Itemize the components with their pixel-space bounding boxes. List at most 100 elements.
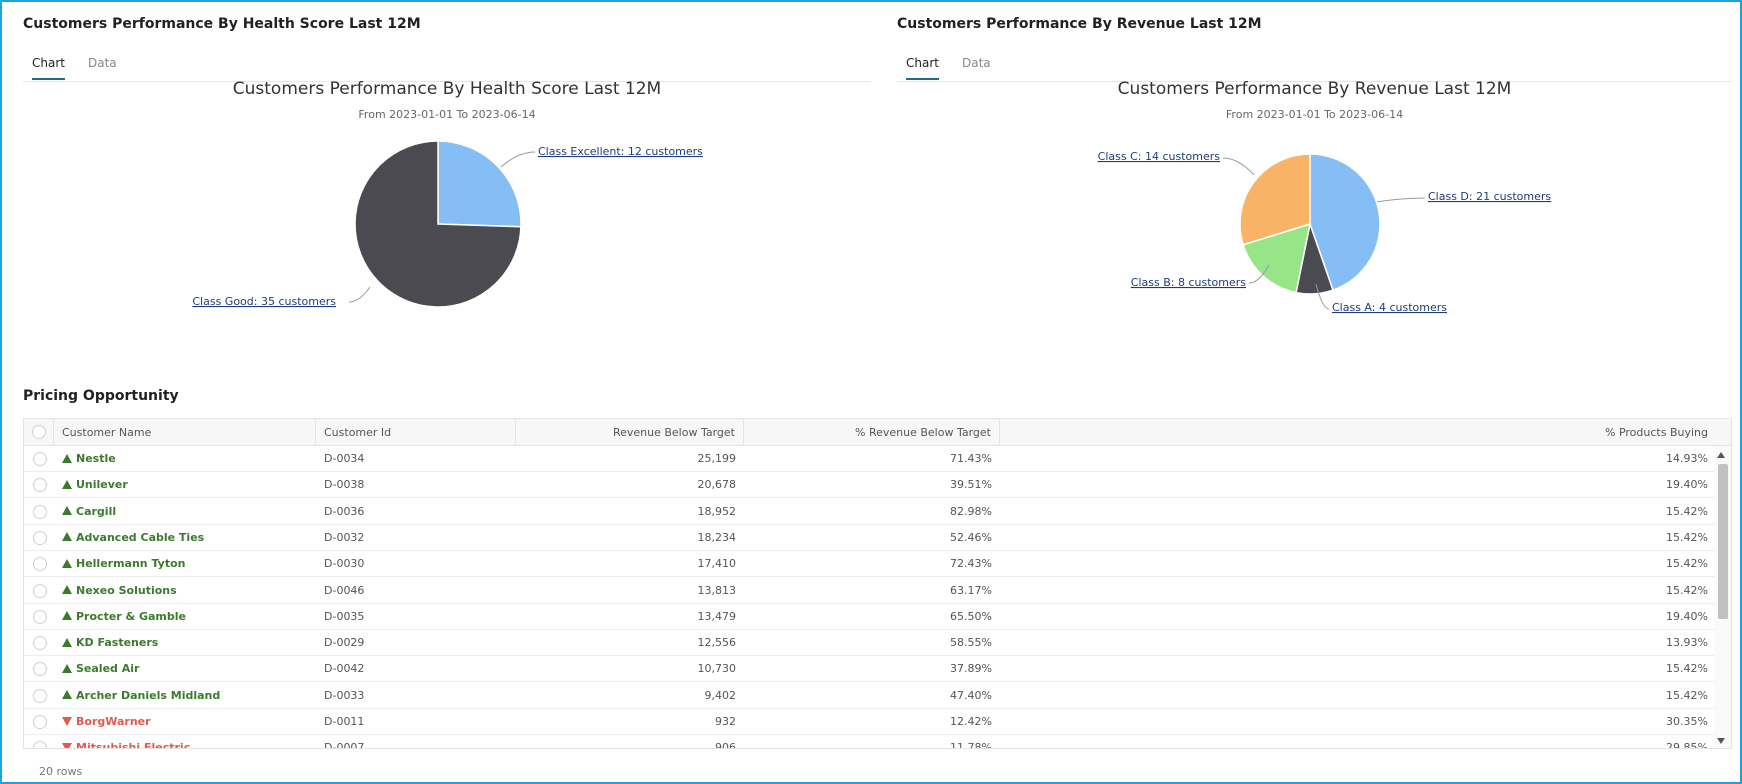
pct-products-buying-cell: 29.85% bbox=[1666, 741, 1708, 749]
pct-products-buying-cell: 15.42% bbox=[1666, 504, 1708, 518]
chart-subtitle: From 2023-01-01 To 2023-06-14 bbox=[358, 108, 535, 121]
table-row[interactable]: Hellermann Tyton D-0030 17,410 72.43% 15.42% bbox=[24, 551, 1716, 578]
pie-slice[interactable] bbox=[1242, 222, 1311, 294]
customer-name-cell[interactable]: KD Fasteners bbox=[54, 630, 316, 656]
customer-name: Mitsubishi Electric bbox=[76, 741, 191, 749]
pct-products-buying-cell: 15.42% bbox=[1666, 662, 1708, 676]
row-checkbox[interactable] bbox=[33, 636, 47, 651]
pct-revenue-below-target-cell: 72.43% bbox=[950, 557, 992, 571]
table-row[interactable]: Mitsubishi Electric D-0007 906 11.78% 29.85% bbox=[24, 735, 1716, 749]
slice-label[interactable]: Class D: 21 customers bbox=[1428, 190, 1551, 203]
row-checkbox[interactable] bbox=[33, 530, 47, 545]
customer-name-cell[interactable]: Nestle bbox=[54, 446, 316, 472]
slice-label[interactable]: Class A: 4 customers bbox=[1332, 301, 1447, 314]
row-checkbox[interactable] bbox=[33, 504, 47, 519]
pct-products-buying-cell: 15.42% bbox=[1666, 583, 1708, 597]
column-header-customer-name[interactable]: Customer Name bbox=[54, 419, 316, 446]
tab-chart[interactable]: Chart bbox=[32, 56, 65, 80]
pct-revenue-below-target-cell: 58.55% bbox=[950, 636, 992, 650]
pct-products-buying-cell: 30.35% bbox=[1666, 715, 1708, 728]
customer-name-cell[interactable]: Nexeo Solutions bbox=[54, 578, 316, 604]
pie-slice[interactable] bbox=[354, 140, 522, 308]
row-checkbox[interactable] bbox=[33, 741, 47, 748]
chart-subtitle: From 2023-01-01 To 2023-06-14 bbox=[1226, 108, 1403, 121]
table-row[interactable]: Cargill D-0036 18,952 82.98% 15.42% bbox=[24, 499, 1716, 525]
customer-name-cell[interactable]: Advanced Cable Ties bbox=[54, 525, 316, 551]
table-row[interactable]: Nexeo Solutions D-0046 13,813 63.17% 15.42% bbox=[24, 578, 1716, 604]
customer-name-cell[interactable]: Unilever bbox=[54, 472, 316, 498]
customer-name-cell[interactable]: Archer Daniels Midland bbox=[54, 683, 316, 709]
customer-name-cell[interactable]: Procter & Gamble bbox=[54, 604, 316, 630]
row-checkbox[interactable] bbox=[33, 609, 47, 624]
row-checkbox[interactable] bbox=[33, 688, 47, 703]
triangle-up-icon bbox=[62, 690, 72, 700]
pricing-opportunity-grid: Customer Name Customer Id Revenue Below … bbox=[23, 418, 1732, 749]
customer-name: Hellermann Tyton bbox=[76, 557, 186, 571]
tab-chart[interactable]: Chart bbox=[906, 56, 939, 80]
customer-id-cell: D-0033 bbox=[324, 688, 365, 702]
customer-name: Archer Daniels Midland bbox=[76, 688, 221, 702]
slice-label-connector bbox=[1248, 264, 1270, 284]
column-header-customer-id[interactable]: Customer Id bbox=[316, 419, 516, 446]
table-row[interactable]: Advanced Cable Ties D-0032 18,234 52.46% 15.… bbox=[24, 525, 1716, 551]
customer-name-cell[interactable]: BorgWarner bbox=[54, 709, 316, 735]
row-checkbox[interactable] bbox=[33, 662, 47, 677]
triangle-up-icon bbox=[62, 532, 72, 542]
table-row[interactable]: Procter & Gamble D-0035 13,479 65.50% 19.40% bbox=[24, 604, 1716, 630]
triangle-down-icon bbox=[62, 716, 72, 726]
table-row[interactable]: BorgWarner D-0011 932 12.42% 30.35% bbox=[24, 709, 1716, 735]
pct-revenue-below-target-cell: 71.43% bbox=[950, 452, 992, 465]
table-row[interactable]: KD Fasteners D-0029 12,556 58.55% 13.93% bbox=[24, 630, 1716, 657]
triangle-up-icon bbox=[62, 479, 72, 489]
scroll-down-icon[interactable] bbox=[1717, 738, 1725, 744]
triangle-up-icon bbox=[62, 637, 72, 647]
scroll-thumb[interactable] bbox=[1718, 464, 1728, 619]
column-header-pct-products-buying[interactable]: % Products Buying bbox=[1605, 426, 1708, 439]
row-checkbox[interactable] bbox=[33, 557, 47, 572]
vertical-scrollbar[interactable] bbox=[1714, 446, 1731, 748]
customer-name: Nestle bbox=[76, 452, 116, 465]
slice-label[interactable]: Class B: 8 customers bbox=[1131, 276, 1246, 289]
row-checkbox[interactable] bbox=[33, 452, 47, 466]
pie-slice[interactable] bbox=[1309, 153, 1381, 292]
table-row[interactable]: Archer Daniels Midland D-0033 9,402 47.40% 1… bbox=[24, 683, 1716, 709]
row-checkbox[interactable] bbox=[33, 583, 47, 598]
row-checkbox[interactable] bbox=[33, 715, 47, 729]
customer-name: Nexeo Solutions bbox=[76, 583, 177, 597]
pct-revenue-below-target-cell: 39.51% bbox=[950, 478, 992, 492]
pct-revenue-below-target-cell: 12.42% bbox=[950, 715, 992, 728]
customer-name-cell[interactable]: Cargill bbox=[54, 499, 316, 525]
customer-name: Advanced Cable Ties bbox=[76, 530, 205, 544]
customer-name-cell[interactable]: Sealed Air bbox=[54, 656, 316, 682]
tab-data[interactable]: Data bbox=[962, 56, 991, 70]
pie-slice[interactable] bbox=[437, 140, 522, 228]
column-header-revenue-below-target[interactable]: Revenue Below Target bbox=[516, 419, 744, 446]
pricing-opportunity-title: Pricing Opportunity bbox=[23, 388, 179, 404]
customer-name: Procter & Gamble bbox=[76, 609, 186, 623]
table-row[interactable]: Nestle D-0034 25,199 71.43% 14.93% bbox=[24, 446, 1716, 472]
pct-products-buying-cell: 15.42% bbox=[1666, 688, 1708, 702]
customer-id-cell: D-0046 bbox=[324, 583, 365, 597]
customer-name: Unilever bbox=[76, 478, 128, 492]
customer-name: KD Fasteners bbox=[76, 636, 159, 650]
slice-label[interactable]: Class Good: 35 customers bbox=[192, 295, 336, 308]
table-row[interactable]: Sealed Air D-0042 10,730 37.89% 15.42% bbox=[24, 656, 1716, 683]
tab-data[interactable]: Data bbox=[88, 56, 117, 70]
slice-label[interactable]: Class C: 14 customers bbox=[1098, 150, 1221, 163]
pct-revenue-below-target-cell: 65.50% bbox=[950, 609, 992, 623]
table-row[interactable]: Unilever D-0038 20,678 39.51% 19.40% bbox=[24, 472, 1716, 499]
slice-label[interactable]: Class Excellent: 12 customers bbox=[538, 145, 703, 158]
scroll-up-icon[interactable] bbox=[1717, 452, 1725, 458]
triangle-down-icon bbox=[62, 742, 72, 748]
triangle-up-icon bbox=[62, 558, 72, 568]
revenue-below-target-cell: 12,556 bbox=[697, 636, 737, 650]
select-all-checkbox[interactable] bbox=[32, 425, 46, 439]
row-checkbox[interactable] bbox=[33, 478, 47, 493]
customer-name-cell[interactable]: Mitsubishi Electric bbox=[54, 735, 316, 749]
column-header-pct-revenue-below-target[interactable]: % Revenue Below Target bbox=[744, 419, 1000, 446]
revenue-below-target-cell: 906 bbox=[715, 741, 736, 749]
revenue-below-target-cell: 9,402 bbox=[704, 688, 737, 702]
pie-slice[interactable] bbox=[1239, 153, 1311, 246]
customer-name-cell[interactable]: Hellermann Tyton bbox=[54, 551, 316, 577]
